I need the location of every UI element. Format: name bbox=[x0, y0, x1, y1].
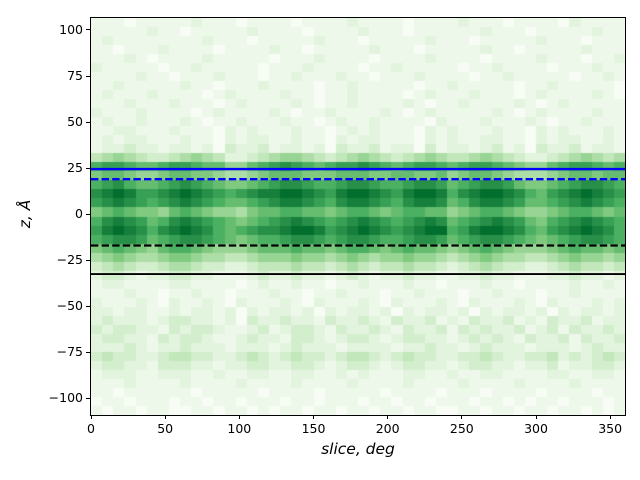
plot-area bbox=[90, 17, 626, 416]
x-tick-label: 300 bbox=[524, 421, 548, 436]
x-tick-label: 50 bbox=[157, 421, 174, 436]
y-axis-label: z, Å bbox=[16, 199, 34, 229]
x-tick-label: 200 bbox=[375, 421, 400, 436]
x-tick bbox=[535, 415, 537, 419]
x-tick-label: 350 bbox=[598, 421, 623, 436]
y-tick bbox=[86, 167, 90, 169]
y-tick-label: −75 bbox=[56, 344, 83, 360]
y-tick-label: 25 bbox=[67, 160, 83, 176]
y-tick-label: −100 bbox=[48, 390, 83, 406]
x-tick bbox=[461, 415, 463, 419]
x-tick-label: 250 bbox=[449, 421, 474, 436]
x-tick bbox=[609, 415, 611, 419]
x-tick-label: 100 bbox=[227, 421, 252, 436]
y-tick bbox=[86, 121, 90, 123]
y-tick bbox=[86, 29, 90, 31]
y-tick-label: 75 bbox=[67, 68, 83, 84]
y-tick-label: 100 bbox=[59, 21, 83, 37]
y-tick bbox=[86, 397, 90, 399]
x-tick bbox=[387, 415, 389, 419]
y-tick bbox=[86, 259, 90, 261]
y-tick bbox=[86, 305, 90, 307]
y-tick-label: −25 bbox=[56, 252, 83, 268]
x-tick bbox=[238, 415, 240, 419]
heatmap-canvas bbox=[91, 18, 625, 415]
y-tick bbox=[86, 351, 90, 353]
y-tick bbox=[86, 213, 90, 215]
y-tick bbox=[86, 75, 90, 77]
x-tick-label: 0 bbox=[87, 421, 95, 436]
y-tick-label: −50 bbox=[56, 298, 83, 314]
x-tick bbox=[90, 415, 92, 419]
y-tick-label: 0 bbox=[75, 206, 83, 222]
x-tick-label: 150 bbox=[301, 421, 326, 436]
x-tick bbox=[164, 415, 166, 419]
y-tick-label: 50 bbox=[67, 114, 83, 130]
x-axis-label: slice, deg bbox=[321, 440, 395, 458]
x-tick bbox=[313, 415, 314, 419]
